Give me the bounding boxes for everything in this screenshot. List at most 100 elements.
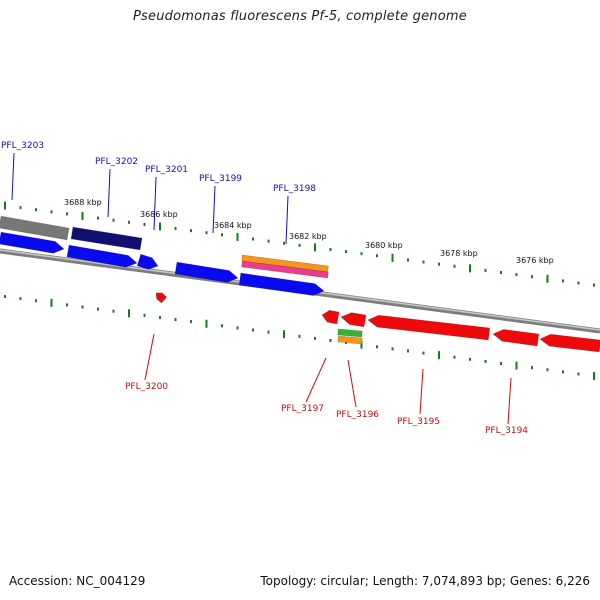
tick-mark [236, 326, 239, 330]
leader-line [507, 377, 512, 425]
forward-cds-arrow [66, 244, 138, 268]
tick-mark [174, 227, 177, 231]
tick-mark [4, 295, 6, 299]
kbp-label: 3676 kbp [516, 256, 554, 265]
tick-mark [345, 250, 347, 254]
tick-mark [298, 243, 301, 247]
tick-mark [407, 258, 409, 262]
reverse-cds-arrow [492, 329, 540, 347]
tick-mark [50, 298, 53, 307]
tick-mark [546, 368, 549, 372]
tick-mark [190, 229, 192, 233]
forward-cds-arrow [0, 231, 65, 254]
leader-line [11, 152, 15, 201]
tick-mark [159, 222, 161, 231]
gene-label-reverse: PFL_3196 [336, 410, 379, 420]
tick-mark [314, 243, 316, 252]
reverse-cds-arrow [367, 314, 491, 341]
leader-line [212, 185, 216, 234]
reverse-cds-arrow [321, 309, 340, 325]
gene-label-reverse: PFL_3195 [397, 417, 440, 427]
tick-mark [407, 349, 409, 353]
gene-label-forward: PFL_3199 [199, 174, 242, 184]
tick-mark [438, 351, 440, 360]
tick-mark [174, 318, 177, 322]
tick-mark [593, 283, 595, 287]
tick-mark [66, 303, 68, 307]
tick-mark [252, 237, 254, 241]
gene-label-forward: PFL_3198 [273, 184, 316, 194]
leader-line [419, 368, 424, 415]
tick-mark [515, 273, 518, 277]
tick-mark [267, 330, 270, 334]
dark-cds-bar [70, 226, 143, 251]
tick-mark [66, 212, 68, 216]
tick-mark [562, 370, 564, 374]
leader-line [144, 333, 155, 381]
reverse-cds-arrow [539, 333, 600, 353]
tick-mark [19, 297, 22, 301]
map-title: Pseudomonas fluorescens Pf-5, complete g… [133, 9, 467, 24]
kbp-label: 3678 kbp [440, 249, 478, 258]
tick-mark [422, 260, 425, 264]
tick-mark [128, 220, 130, 224]
tick-mark [190, 320, 192, 324]
tick-mark [360, 340, 363, 349]
tick-mark [593, 372, 595, 381]
tick-mark [112, 309, 115, 313]
tick-mark [577, 281, 580, 285]
tick-mark [577, 372, 580, 376]
tick-mark [314, 336, 316, 340]
tick-mark [252, 328, 254, 332]
tick-mark [81, 305, 84, 309]
pink-feature [241, 260, 329, 279]
leader-line [285, 195, 289, 245]
tick-mark [391, 253, 394, 262]
leader-line [153, 176, 157, 231]
gene-label-reverse: PFL_3200 [125, 382, 168, 392]
tick-mark [484, 268, 487, 272]
leader-line [107, 168, 111, 218]
kbp-label: 3686 kbp [140, 210, 178, 219]
forward-cds-arrow [238, 272, 325, 296]
leader-line [305, 357, 327, 403]
reverse-cds-arrow [155, 292, 168, 304]
tick-mark [469, 357, 471, 361]
tick-mark [205, 231, 208, 235]
tick-mark [546, 274, 549, 283]
gray-feature-bar [0, 215, 70, 241]
tick-mark [453, 355, 456, 359]
tick-mark [500, 271, 502, 274]
tick-mark [267, 239, 270, 243]
feature-track [0, 215, 600, 353]
tick-mark [360, 252, 363, 256]
gene-label-forward: PFL_3203 [1, 141, 44, 151]
tick-mark [298, 334, 301, 338]
gene-label-forward: PFL_3202 [95, 157, 138, 167]
tick-mark [500, 362, 502, 365]
tick-mark [422, 351, 425, 355]
tick-mark [562, 279, 564, 283]
tick-mark [515, 361, 518, 370]
tick-mark [97, 307, 99, 311]
leader-line [347, 359, 357, 408]
tick-mark [143, 222, 146, 226]
reverse-cds-arrow [340, 312, 367, 328]
tick-mark [221, 324, 223, 328]
tick-mark [329, 338, 332, 342]
tick-mark [283, 241, 285, 245]
tick-mark [97, 216, 99, 220]
green-feature [337, 328, 363, 338]
tick-mark [391, 347, 394, 351]
tick-mark [159, 315, 161, 319]
forward-cds-arrow [136, 253, 159, 270]
genome-summary: Topology: circular; Length: 7,074,893 bp… [260, 574, 590, 588]
tick-mark [376, 345, 378, 349]
tick-mark [453, 264, 456, 268]
tick-mark [143, 313, 146, 317]
accession-text: Accession: NC_004129 [9, 574, 146, 588]
gene-label-reverse: PFL_3197 [281, 404, 324, 414]
tick-mark [376, 254, 378, 258]
forward-cds-arrow [174, 261, 239, 283]
